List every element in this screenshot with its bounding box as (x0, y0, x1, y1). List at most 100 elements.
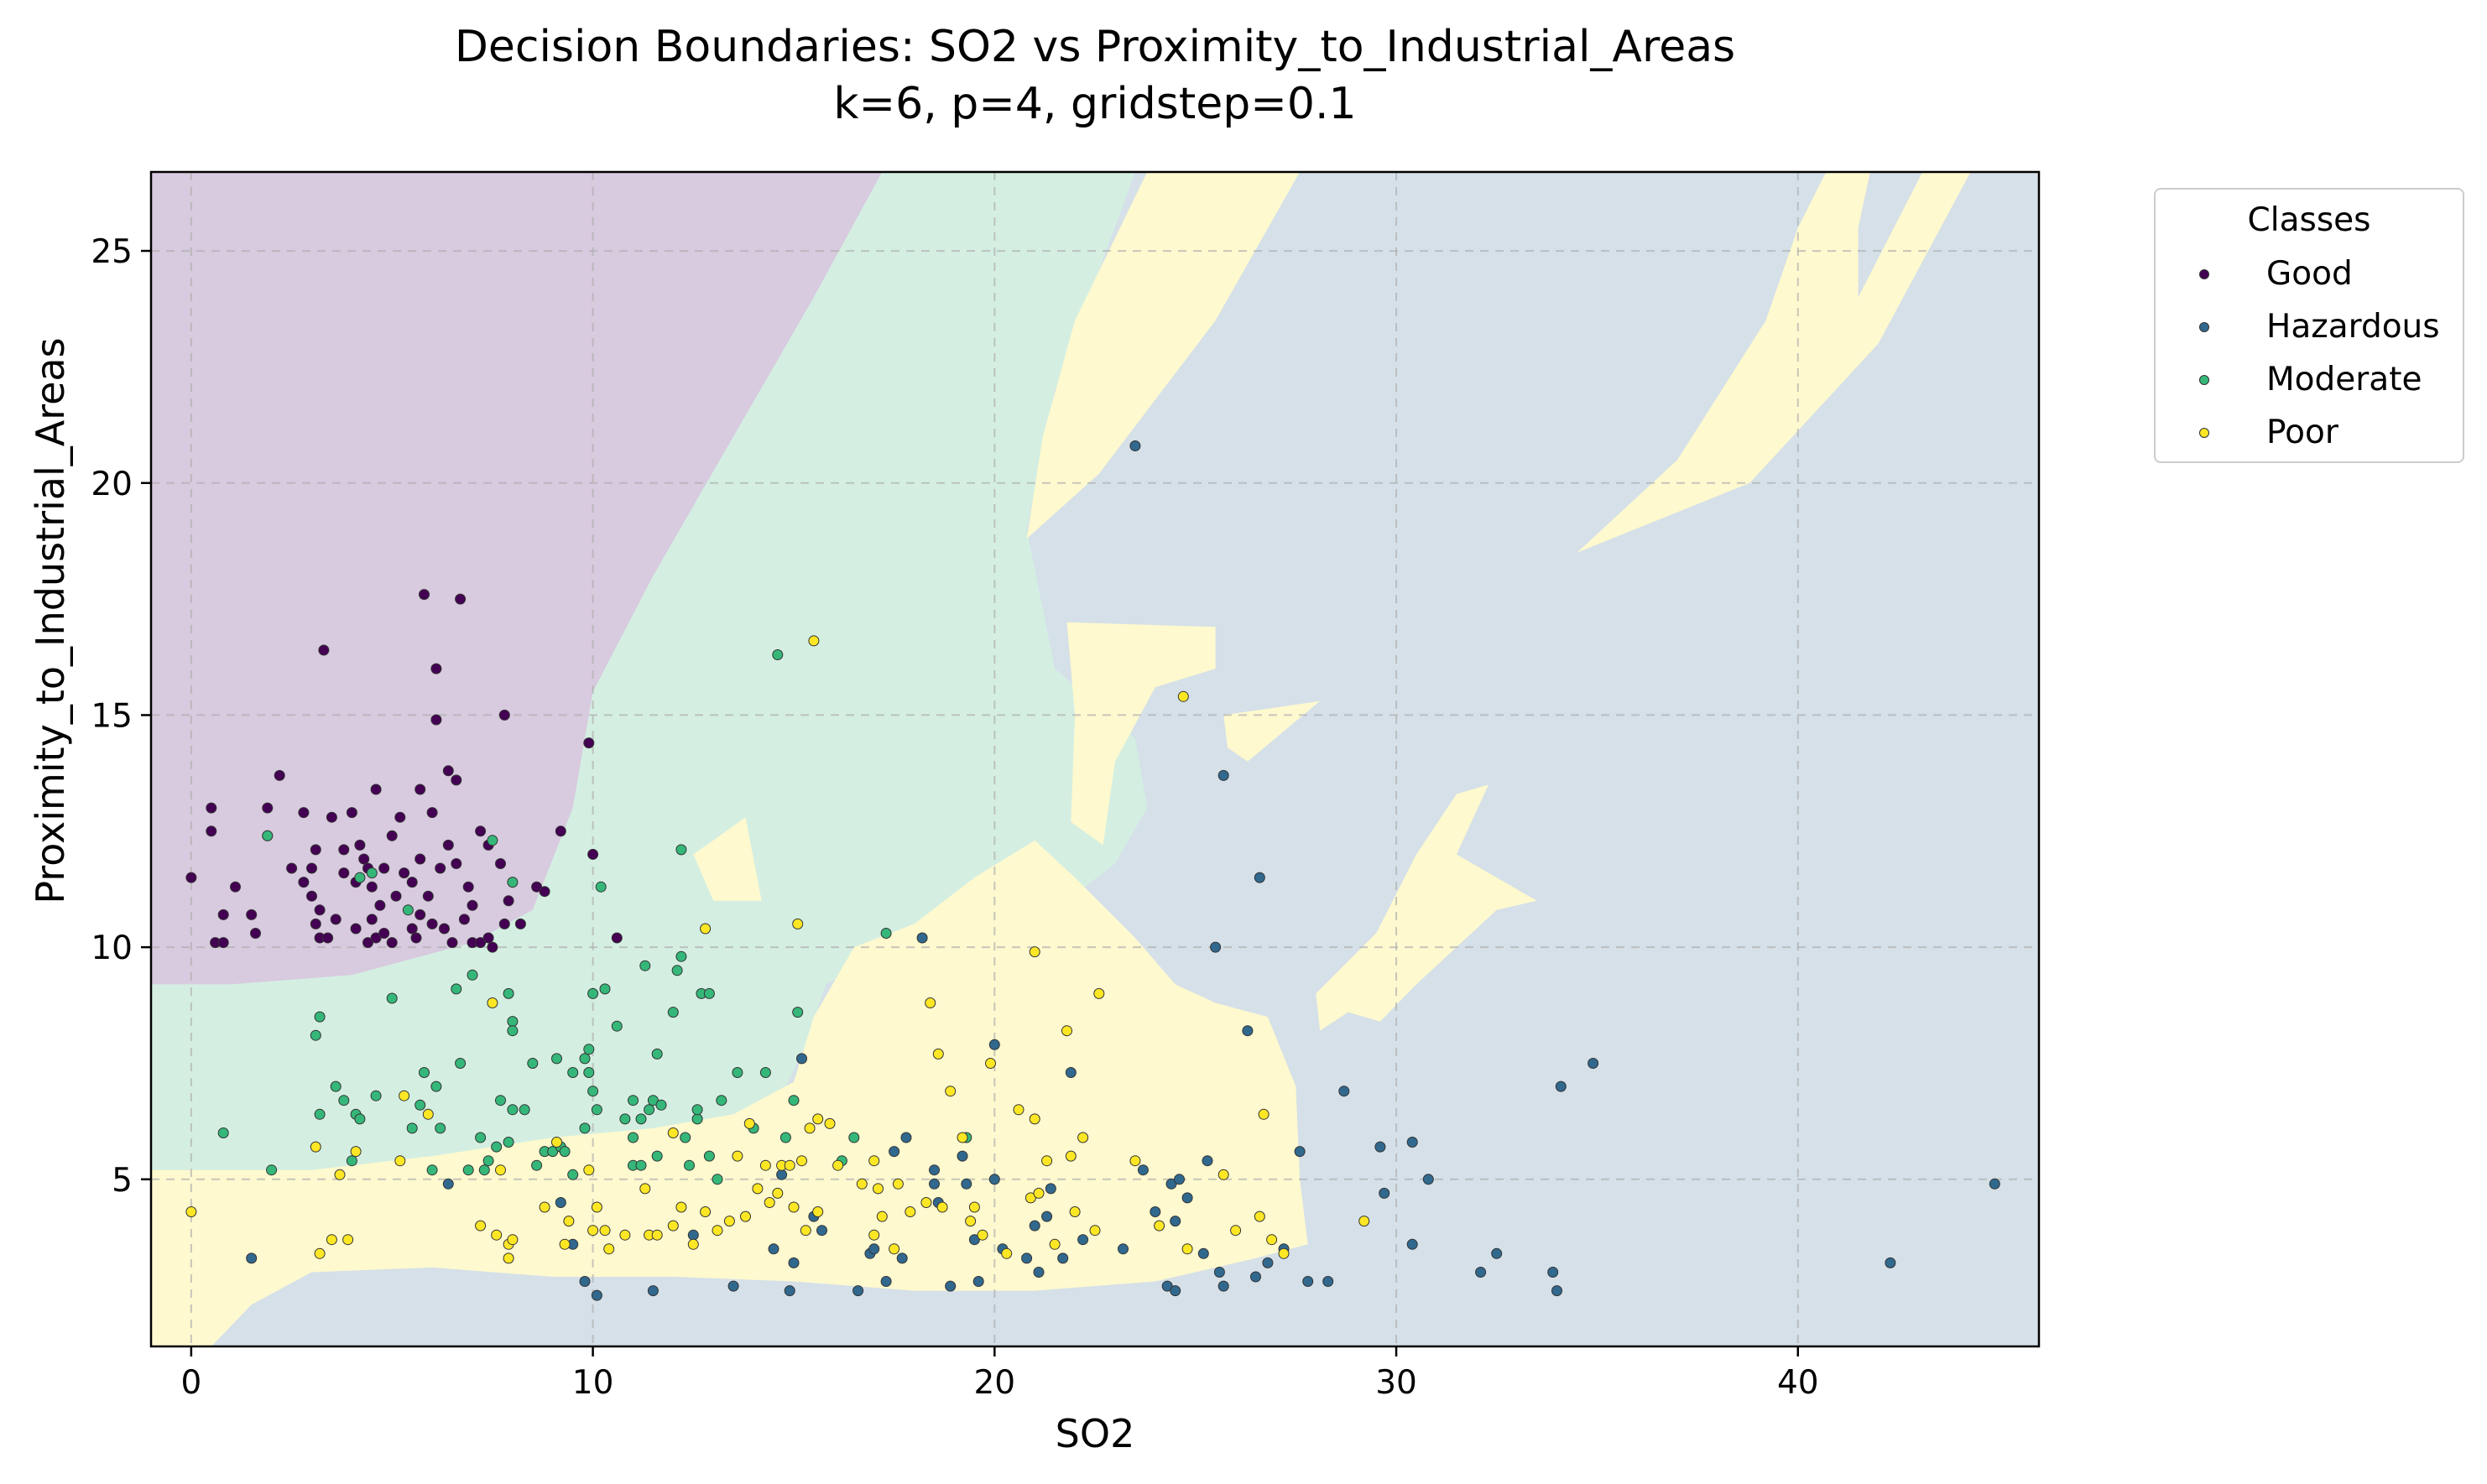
point-good (378, 862, 390, 874)
x-axis-label: SO2 (1055, 1411, 1135, 1456)
point-good (358, 853, 370, 865)
point-good (439, 923, 450, 935)
point-poor (394, 1155, 406, 1167)
point-moderate (462, 1164, 474, 1176)
point-hazardous (896, 1252, 908, 1264)
point-hazardous (1197, 1247, 1209, 1259)
point-poor (310, 1141, 321, 1153)
point-hazardous (1021, 1252, 1033, 1264)
point-moderate (779, 1132, 791, 1143)
point-moderate (611, 1020, 623, 1032)
point-good (451, 858, 462, 869)
point-poor (824, 1117, 836, 1129)
point-moderate (402, 904, 414, 916)
point-good (430, 714, 442, 726)
point-good (274, 769, 285, 781)
point-moderate (628, 1095, 639, 1106)
region-poor-7 (1577, 172, 1971, 553)
point-poor (422, 1108, 434, 1120)
legend-item-good: Good (2156, 250, 2463, 300)
point-moderate (880, 928, 892, 939)
point-good (539, 886, 550, 898)
point-hazardous (889, 1146, 900, 1158)
data-points (185, 440, 2000, 1301)
point-good (322, 932, 334, 944)
point-hazardous (1588, 1058, 1599, 1069)
point-moderate (848, 1132, 860, 1143)
point-good (475, 937, 487, 949)
point-poor (804, 1122, 816, 1134)
point-poor (788, 1201, 800, 1213)
point-poor (1029, 1113, 1040, 1125)
point-good (498, 709, 510, 721)
point-hazardous (868, 1243, 880, 1255)
point-poor (399, 1090, 410, 1101)
point-hazardous (1491, 1247, 1503, 1259)
point-good (426, 918, 438, 929)
point-good (262, 802, 274, 814)
point-moderate (647, 1095, 659, 1106)
point-poor (591, 1201, 602, 1213)
point-moderate (651, 1150, 663, 1162)
point-hazardous (1322, 1276, 1334, 1287)
point-moderate (507, 1025, 519, 1037)
region-poor-4 (1066, 622, 1216, 846)
point-moderate (217, 1127, 229, 1138)
point-moderate (366, 867, 378, 879)
point-poor (1069, 1206, 1081, 1217)
point-poor (639, 1183, 651, 1195)
point-good (467, 899, 478, 911)
point-poor (1065, 1150, 1077, 1162)
point-poor (712, 1225, 723, 1237)
legend-label-hazardous: Hazardous (2266, 308, 2440, 346)
point-moderate (330, 1080, 342, 1092)
point-moderate (503, 1137, 514, 1148)
point-moderate (675, 950, 687, 962)
point-moderate (684, 1159, 695, 1171)
region-good-0 (151, 172, 883, 985)
point-poor (732, 1150, 743, 1162)
point-hazardous (1555, 1080, 1567, 1092)
point-poor (326, 1234, 337, 1246)
region-poor-8 (693, 817, 762, 901)
point-moderate (455, 1058, 467, 1069)
point-moderate (587, 1086, 599, 1097)
point-good (399, 867, 410, 879)
point-poor (740, 1211, 751, 1222)
point-hazardous (880, 1276, 892, 1287)
point-moderate (435, 1122, 446, 1134)
point-hazardous (1294, 1146, 1306, 1158)
point-moderate (475, 1132, 487, 1143)
point-good (414, 909, 426, 920)
point-good (414, 853, 426, 865)
point-poor (936, 1201, 948, 1213)
point-good (482, 932, 494, 944)
legend: Classes Good Hazardous Moderate Poor (2154, 188, 2464, 463)
point-hazardous (852, 1285, 864, 1297)
point-good (446, 937, 458, 949)
point-poor (1258, 1108, 1270, 1120)
point-poor (957, 1132, 968, 1143)
point-moderate (583, 1067, 595, 1078)
point-good (246, 909, 258, 920)
point-moderate (703, 987, 715, 999)
point-poor (759, 1159, 771, 1171)
point-moderate (487, 835, 498, 846)
point-moderate (651, 1048, 663, 1060)
point-moderate (644, 1104, 655, 1116)
point-hazardous (1041, 1211, 1053, 1222)
point-poor (1041, 1155, 1053, 1167)
point-hazardous (1379, 1187, 1390, 1199)
point-hazardous (1174, 1174, 1185, 1185)
point-moderate (587, 987, 599, 999)
point-hazardous (246, 1252, 258, 1264)
point-moderate (567, 1067, 579, 1078)
point-hazardous (1338, 1086, 1350, 1097)
point-good (583, 737, 595, 749)
point-poor (1230, 1225, 1242, 1237)
point-good (394, 811, 406, 823)
point-moderate (703, 1150, 715, 1162)
point-poor (503, 1252, 514, 1264)
x-tick-label: 10 (572, 1364, 614, 1402)
